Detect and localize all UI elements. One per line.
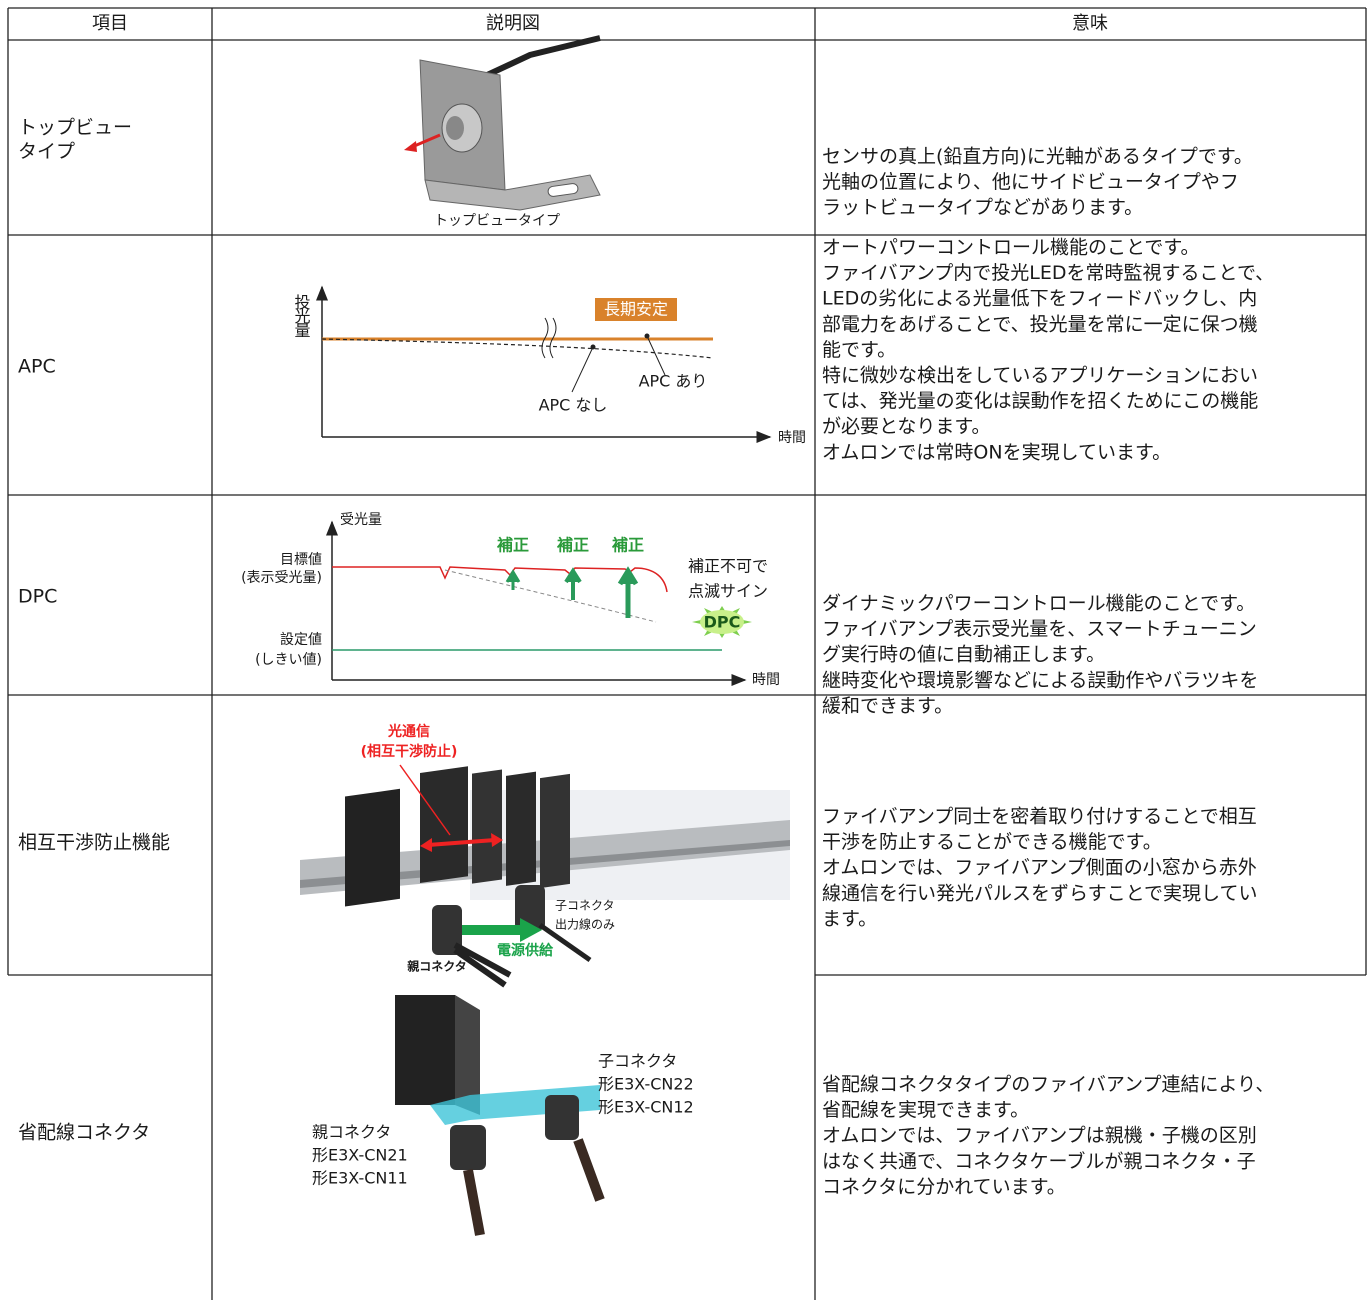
stable-label: 長期安定 — [604, 300, 668, 319]
header-cell: 項目 — [92, 13, 128, 34]
meaning-line: 部電力をあげることで、投光量を常に一定に保つ機 — [822, 313, 1258, 335]
meaning-line: オートパワーコントロール機能のことです。 — [822, 237, 1200, 259]
dpc-badge: DPC — [704, 613, 741, 632]
meaning-line: 能です。 — [822, 339, 896, 361]
figure-caption: トップビュータイプ — [434, 213, 560, 229]
annotation: 出力線のみ — [555, 917, 615, 932]
annotation: 点滅サイン — [688, 582, 768, 601]
dpc-diagram — [326, 520, 752, 686]
annotation: 形E3X-CN21 — [312, 1146, 408, 1165]
annotation: 目標値 — [280, 552, 322, 568]
meaning-line: コネクタに分かれています。 — [822, 1176, 1066, 1198]
meaning-line: センサの真上(鉛直方向)に光軸があるタイプです。 — [822, 146, 1253, 168]
meaning-line: ダイナミックパワーコントロール機能のことです。 — [822, 593, 1255, 615]
annotation: 形E3X-CN11 — [312, 1169, 408, 1188]
meaning-line: ラットビュータイプなどがあります。 — [822, 197, 1143, 219]
meaning-line: 光軸の位置により、他にサイドビュータイプやフ — [822, 171, 1239, 193]
meaning-line: はなく共通で、コネクタケーブルが親コネクタ・子 — [822, 1149, 1256, 1172]
annotation: 親コネクタ — [312, 1123, 391, 1142]
meaning-line: 省配線コネクタタイプのファイバアンプ連結により、 — [822, 1074, 1274, 1096]
correction-label: 補正 — [556, 536, 589, 555]
item-label: トップビュー — [18, 117, 132, 139]
meaning-line: 線通信を行い発光パルスをずらすことで実現してい — [822, 882, 1257, 904]
meaning-line: オムロンでは、ファイバアンプは親機・子機の区別 — [822, 1125, 1257, 1147]
axis-label: 受光量 — [340, 512, 382, 528]
meaning-line: 緩和できます。 — [822, 695, 953, 717]
meaning-line: 省配線を実現できます。 — [822, 1099, 1029, 1121]
meaning-line: オムロンでは常時ONを実現しています。 — [822, 441, 1171, 463]
axis-label: 時間 — [752, 672, 780, 688]
correction-label: 補正 — [611, 536, 644, 555]
apc-diagram — [316, 285, 772, 443]
meaning-line: LEDの劣化による光量低下をフィードバックし、内 — [822, 288, 1257, 310]
item-label: 相互干渉防止機能 — [18, 832, 170, 854]
annotation: 子コネクタ — [598, 1052, 677, 1071]
item-label: タイプ — [18, 141, 75, 163]
annotation: 形E3X-CN22 — [598, 1075, 694, 1094]
annotation: APC あり — [639, 372, 708, 391]
item-label: DPC — [18, 586, 57, 608]
meaning-line: ファイバアンプ同士を密着取り付けすることで相互 — [822, 806, 1257, 828]
meaning-line: 継時変化や環境影響などによる誤動作やバラツキを — [822, 669, 1258, 691]
meaning-line: ます。 — [822, 908, 877, 930]
annotation: 親コネクタ — [407, 959, 467, 974]
axis-label: 時間 — [778, 430, 806, 446]
annotation: (しきい値) — [255, 652, 322, 668]
axis-label: 投光量 — [292, 294, 311, 337]
meaning-line: 干渉を防止することができる機能です。 — [822, 831, 1162, 853]
annotation: APC なし — [539, 396, 608, 415]
sensor-illustration — [404, 35, 601, 211]
annotation: 設定値 — [280, 632, 322, 648]
meaning-line: オムロンでは、ファイバアンプ側面の小窓から赤外 — [822, 857, 1257, 879]
annotation: (表示受光量) — [241, 570, 322, 586]
annotation: (相互干渉防止) — [361, 743, 458, 760]
connector-illustration — [395, 995, 605, 1236]
meaning-line: が必要となります。 — [822, 416, 991, 438]
annotation: 形E3X-CN12 — [598, 1098, 694, 1117]
annotation: 電源供給 — [497, 942, 554, 959]
meaning-line: ファイバアンプ内で投光LEDを常時監視することで、 — [822, 262, 1274, 284]
item-label: APC — [18, 356, 56, 378]
amplifier-illustration — [300, 764, 790, 988]
meaning-line: ファイバアンプ表示受光量を、スマートチューニン — [822, 618, 1257, 640]
meaning-line: グ実行時の値に自動補正します。 — [822, 644, 1105, 666]
item-label: 省配線コネクタ — [18, 1122, 150, 1144]
correction-label: 補正 — [496, 536, 529, 555]
annotation: 光通信 — [387, 723, 430, 740]
meaning-line: ては、発光量の変化は誤動作を招くためにこの機能 — [822, 390, 1258, 412]
annotation: 子コネクタ — [555, 899, 615, 913]
meaning-line: 特に微妙な検出をしているアプリケーションにおい — [822, 365, 1258, 387]
header-cell: 意味 — [1072, 13, 1108, 34]
header-cell: 説明図 — [486, 13, 540, 34]
table-grid — [7, 7, 1367, 1300]
annotation: 補正不可で — [688, 557, 768, 576]
